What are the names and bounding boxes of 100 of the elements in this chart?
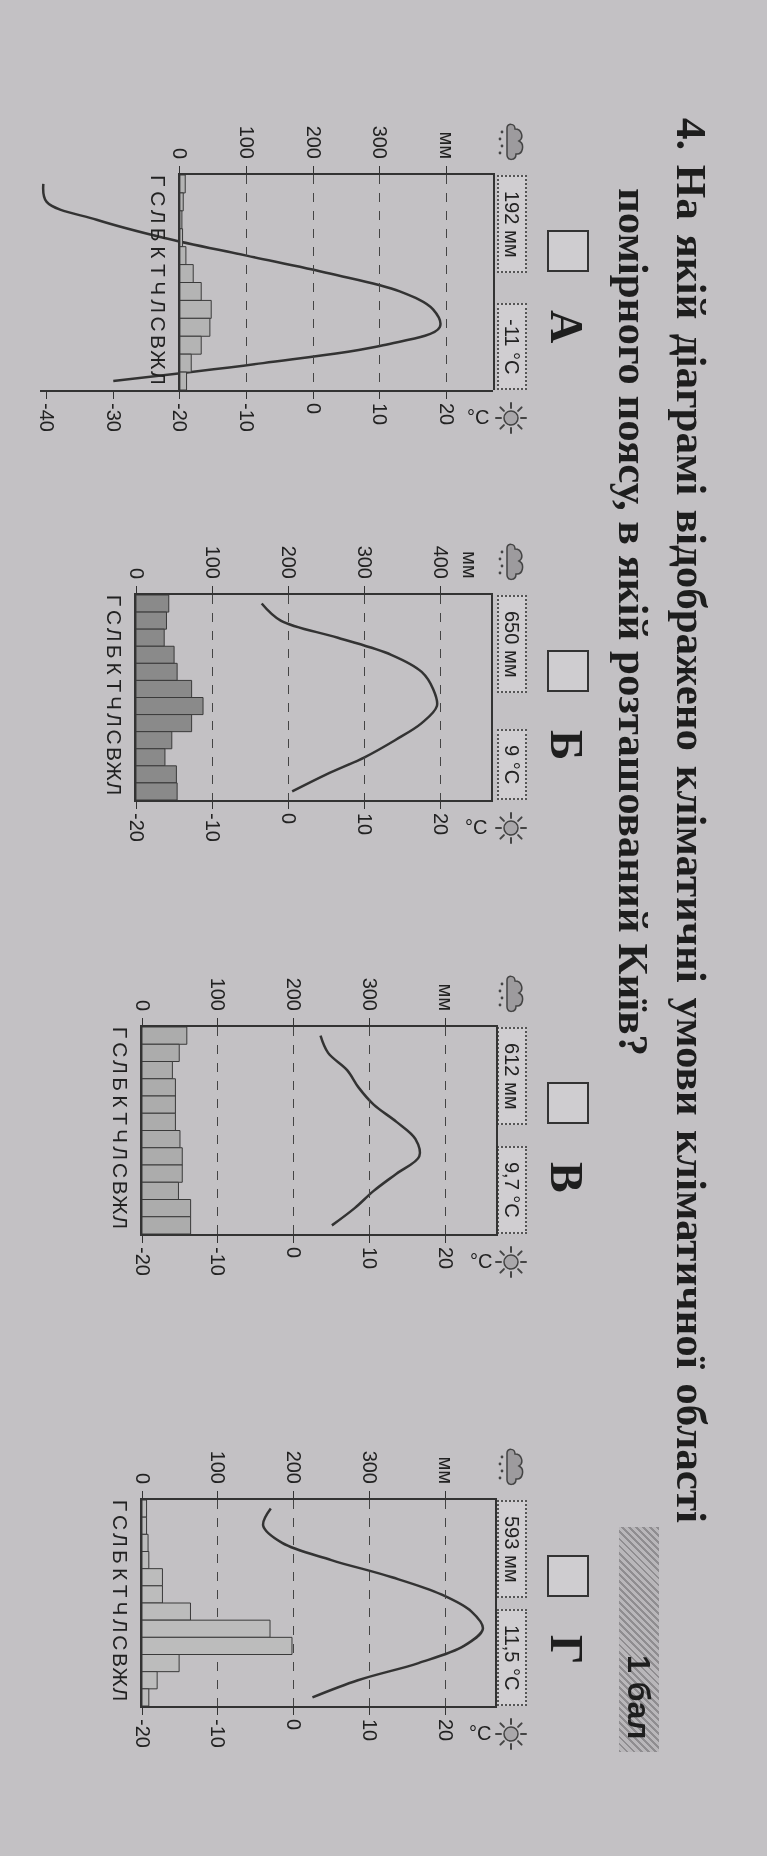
y-tick-label: Ч	[108, 1601, 132, 1616]
y-tick-label: С	[102, 609, 126, 626]
y-tick-label: Ж	[102, 761, 126, 782]
x2-axis-title: мм	[459, 551, 481, 579]
x2-tick-label: 200	[283, 1450, 305, 1484]
y-tick-label: С	[146, 316, 170, 332]
y-tick-label: Л	[146, 299, 170, 314]
x2-tick-label: 100	[201, 545, 224, 579]
x-tick-label: 0	[277, 813, 300, 825]
y-tick-label: Ч	[108, 1128, 132, 1143]
text: 192 мм	[497, 175, 527, 274]
x-tick-label: -10	[207, 1719, 230, 1748]
y-tick-label: Л	[108, 1060, 132, 1074]
x-axis-title: °C	[469, 1722, 492, 1744]
y-tick-label: К	[108, 1095, 132, 1109]
x2-tick-label: 100	[207, 977, 230, 1011]
x2-tick-label: мм	[435, 983, 458, 1011]
y-tick-label: Б	[102, 644, 126, 659]
text: В	[540, 1162, 593, 1193]
x2-tick-label: 0	[125, 567, 148, 579]
y-tick-label: Л	[146, 371, 170, 385]
y-tick-label: Л	[102, 713, 126, 727]
y-tick-label: С	[102, 729, 126, 745]
text: 650 мм	[497, 595, 527, 694]
x-tick-label: 20	[435, 403, 458, 426]
y-tick-label: Т	[108, 1584, 132, 1598]
x-tick-label: 20	[430, 813, 453, 836]
x-tick-label: -20	[169, 403, 192, 432]
y-tick-label: Г	[146, 175, 170, 187]
x-tick-label: 0	[283, 1719, 305, 1731]
x-tick-label: -40	[36, 403, 59, 432]
y-tick-label: Ч	[146, 281, 170, 296]
x2-tick-label: 100	[236, 125, 259, 159]
x-tick-label: 10	[358, 1719, 381, 1742]
y-tick-label: Б	[108, 1550, 132, 1564]
y-tick-label: Ж	[108, 1195, 132, 1216]
y-tick-label: Г	[102, 594, 126, 607]
x2-tick-label: 300	[358, 1450, 381, 1484]
x-tick-label: -10	[207, 1247, 230, 1276]
y-tick-label: С	[108, 1635, 132, 1651]
y-tick-label: Л	[146, 209, 170, 224]
y-tick-label: Л	[102, 627, 126, 642]
y-tick-label: Л	[108, 1687, 132, 1702]
x-axis-title: °C	[465, 816, 488, 838]
x2-tick-label: 0	[131, 1472, 154, 1484]
text: Б	[540, 730, 593, 761]
x2-tick-label: мм	[434, 1456, 457, 1484]
x-tick-label: -10	[236, 403, 259, 432]
x2-tick-label: 400	[430, 545, 453, 579]
text: Г	[540, 1635, 593, 1665]
text: -11 °C	[497, 302, 527, 390]
y-tick-label: Ж	[108, 1667, 132, 1688]
y-tick-label: В	[146, 335, 170, 350]
x2-tick-label: 200	[302, 125, 325, 159]
text: А	[540, 310, 593, 344]
text: 612 мм	[497, 1027, 527, 1126]
x-tick-label: -20	[125, 813, 148, 842]
x-axis-title: °C	[467, 406, 490, 428]
y-tick-label: В	[102, 747, 126, 762]
x-tick-label: 20	[435, 1247, 458, 1270]
y-tick-label: Б	[146, 227, 170, 242]
y-tick-label: С	[108, 1515, 132, 1531]
x-tick-label: -20	[131, 1247, 154, 1276]
y-tick-label: Л	[102, 781, 126, 796]
x-tick-label: 20	[434, 1719, 457, 1742]
x-tick-label: -10	[201, 813, 224, 842]
x-tick-label: 10	[354, 813, 377, 836]
y-tick-label: Г	[108, 1026, 132, 1039]
y-tick-label: С	[146, 191, 170, 207]
x2-tick-label: 100	[207, 1450, 230, 1484]
x2-tick-label: 300	[369, 125, 392, 159]
x2-tick-label: 300	[359, 977, 382, 1011]
text: 1 бал	[619, 1527, 659, 1752]
y-tick-label: Ч	[102, 695, 126, 710]
y-tick-label: Л	[108, 1146, 132, 1161]
text: 593 мм	[497, 1500, 527, 1599]
y-tick-label: С	[108, 1042, 132, 1058]
y-tick-label: В	[108, 1652, 132, 1667]
y-tick-label: Ж	[146, 350, 170, 371]
text: 9,7 °C	[497, 1146, 527, 1234]
y-tick-label: Г	[108, 1499, 132, 1512]
y-tick-label: К	[102, 662, 126, 676]
y-tick-label: Л	[108, 1532, 132, 1547]
x2-tick-label: 0	[131, 999, 154, 1011]
text: 9 °C	[497, 728, 527, 800]
y-tick-label: В	[108, 1180, 132, 1195]
x-tick-label: 0	[302, 403, 325, 415]
x2-tick-label: 300	[354, 545, 377, 579]
y-tick-label: Б	[108, 1077, 132, 1092]
y-tick-label: С	[108, 1162, 132, 1179]
y-tick-label: Л	[108, 1618, 132, 1633]
y-tick-label: Т	[102, 679, 126, 693]
x-tick-label: -30	[102, 403, 125, 432]
x-tick-label: 10	[359, 1247, 382, 1270]
text: 4. На якій діаграмі відображено кліматичні умови кліматичної області помірного поясу, в якій розташований Київ?	[609, 118, 716, 1523]
y-tick-label: К	[108, 1567, 132, 1581]
x-tick-label: -20	[131, 1719, 154, 1748]
y-tick-label: Л	[108, 1215, 132, 1230]
x2-tick-label: 0	[169, 147, 192, 159]
text: 11,5 °C	[497, 1608, 527, 1706]
